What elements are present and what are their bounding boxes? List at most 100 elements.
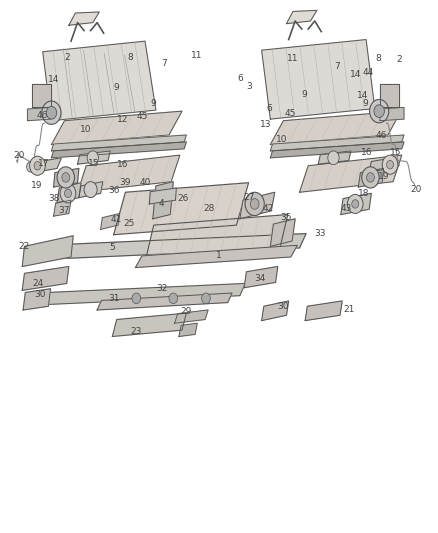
Text: 34: 34	[254, 273, 266, 282]
Text: 9: 9	[150, 99, 156, 108]
Polygon shape	[369, 158, 393, 172]
Text: 37: 37	[58, 206, 69, 215]
Polygon shape	[101, 214, 120, 229]
Text: 46: 46	[36, 111, 48, 120]
Polygon shape	[53, 168, 79, 187]
Circle shape	[84, 182, 97, 198]
Text: 3: 3	[247, 82, 252, 91]
Polygon shape	[380, 84, 399, 108]
Text: 28: 28	[204, 204, 215, 213]
Text: 11: 11	[191, 51, 202, 60]
Text: 4: 4	[159, 199, 164, 208]
Polygon shape	[145, 215, 288, 262]
Polygon shape	[261, 301, 289, 320]
Polygon shape	[57, 183, 81, 203]
Circle shape	[201, 293, 210, 304]
Text: 9: 9	[362, 99, 367, 108]
Text: 9: 9	[301, 90, 307, 99]
Text: 17: 17	[38, 159, 50, 167]
Text: 44: 44	[363, 68, 374, 77]
Text: 14: 14	[48, 75, 59, 84]
Text: 2: 2	[64, 53, 70, 62]
Polygon shape	[62, 233, 306, 259]
Circle shape	[30, 156, 46, 175]
Text: 8: 8	[375, 54, 381, 62]
Text: 41: 41	[110, 215, 121, 224]
Polygon shape	[22, 266, 69, 290]
Polygon shape	[78, 151, 110, 164]
Text: 1: 1	[216, 252, 222, 261]
Text: 30: 30	[278, 302, 289, 311]
Circle shape	[27, 161, 35, 172]
Text: 5: 5	[110, 244, 115, 253]
Polygon shape	[270, 111, 401, 144]
Circle shape	[382, 155, 398, 174]
Circle shape	[362, 167, 379, 188]
Polygon shape	[113, 313, 186, 336]
Polygon shape	[32, 84, 50, 108]
Circle shape	[46, 107, 57, 119]
Polygon shape	[305, 301, 342, 320]
Polygon shape	[43, 284, 245, 305]
Polygon shape	[270, 142, 404, 158]
Text: 20: 20	[410, 185, 421, 194]
Text: 18: 18	[358, 189, 370, 198]
Text: 20: 20	[13, 151, 25, 160]
Circle shape	[387, 160, 393, 169]
Text: 16: 16	[117, 160, 128, 168]
Text: 19: 19	[378, 172, 389, 181]
Polygon shape	[175, 310, 208, 323]
Text: 13: 13	[260, 120, 272, 129]
Text: 14: 14	[350, 70, 362, 79]
Text: 39: 39	[120, 178, 131, 187]
Text: 7: 7	[335, 62, 340, 70]
Circle shape	[132, 293, 141, 304]
Text: 40: 40	[139, 178, 151, 187]
Text: 16: 16	[361, 148, 373, 157]
Polygon shape	[22, 236, 73, 266]
Text: 22: 22	[19, 242, 30, 251]
Polygon shape	[380, 108, 404, 120]
Text: 6: 6	[237, 74, 243, 83]
Text: 9: 9	[114, 83, 120, 92]
Polygon shape	[51, 135, 186, 151]
Circle shape	[251, 199, 259, 209]
Polygon shape	[43, 41, 156, 120]
Text: 12: 12	[117, 115, 128, 124]
Circle shape	[352, 200, 359, 208]
Polygon shape	[23, 289, 50, 310]
Text: 33: 33	[314, 229, 326, 238]
Circle shape	[367, 173, 374, 182]
Polygon shape	[286, 11, 317, 23]
Text: 23: 23	[131, 327, 142, 336]
Polygon shape	[270, 219, 295, 246]
Text: 35: 35	[280, 213, 291, 222]
Circle shape	[87, 151, 99, 165]
Polygon shape	[341, 193, 371, 215]
Text: 26: 26	[178, 194, 189, 203]
Polygon shape	[51, 111, 182, 144]
Text: 14: 14	[357, 91, 368, 100]
Circle shape	[34, 161, 41, 170]
Polygon shape	[35, 158, 61, 172]
Text: 6: 6	[266, 104, 272, 113]
Circle shape	[64, 189, 71, 198]
Polygon shape	[114, 183, 249, 235]
Text: 32: 32	[156, 284, 167, 293]
Polygon shape	[261, 39, 375, 119]
Polygon shape	[240, 192, 275, 219]
Polygon shape	[300, 155, 402, 192]
Text: 15: 15	[88, 159, 100, 167]
Text: 25: 25	[123, 219, 134, 228]
Text: 10: 10	[80, 125, 91, 134]
Circle shape	[62, 173, 70, 182]
Polygon shape	[28, 108, 51, 120]
Text: 7: 7	[161, 60, 166, 68]
Text: 30: 30	[34, 289, 46, 298]
Circle shape	[370, 100, 389, 123]
Polygon shape	[78, 155, 180, 192]
Circle shape	[57, 167, 74, 188]
Polygon shape	[358, 168, 384, 187]
Circle shape	[328, 151, 339, 165]
Polygon shape	[97, 293, 232, 310]
